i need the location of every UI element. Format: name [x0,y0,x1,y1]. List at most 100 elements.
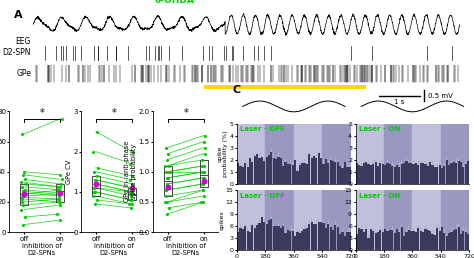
Bar [444,229,445,250]
Text: A: A [14,10,23,20]
Bar [348,232,351,250]
Bar [367,164,370,184]
Point [164,176,171,180]
Bar [280,158,282,184]
Point [165,206,173,210]
Bar [367,238,370,250]
Bar [200,160,208,187]
Bar [451,228,452,250]
Bar [327,224,329,250]
Point [164,185,172,189]
Bar [299,165,301,184]
Bar [335,221,336,250]
Bar [394,164,395,184]
Point [91,182,99,186]
Bar [361,163,362,184]
Point [56,200,64,204]
Bar [437,164,438,184]
Bar [327,163,329,184]
Bar [239,228,242,250]
Point [200,140,208,144]
Bar [258,223,261,250]
Bar [448,233,450,250]
Bar [322,190,351,250]
Bar [303,229,306,250]
Bar [387,159,388,184]
Bar [360,166,363,184]
Bar [244,226,246,250]
Bar [284,232,287,250]
Bar [401,224,402,250]
Bar [431,233,434,250]
Bar [348,167,351,184]
Point [164,212,171,216]
Bar [265,157,268,184]
Bar [290,160,291,184]
Bar [386,163,389,184]
Bar [309,221,310,250]
Bar [401,227,403,250]
Point [198,158,206,162]
Point [161,200,169,204]
Bar [296,171,299,184]
Point [162,146,170,150]
Bar [451,160,452,184]
Bar [246,231,249,250]
Bar [438,165,441,184]
Bar [265,190,294,250]
Bar [320,158,322,184]
Bar [315,158,318,184]
Point [18,185,26,189]
Bar [363,163,365,184]
Text: D2-SPN: D2-SPN [2,49,31,57]
Bar [422,163,424,184]
Point [128,186,136,190]
Point [58,117,65,121]
Bar [316,155,317,184]
Bar [56,184,64,202]
Point [21,177,28,181]
Point [56,173,64,177]
Point [93,130,100,134]
Point [200,200,207,204]
Point [19,194,27,198]
Bar [164,166,172,196]
Bar [20,184,28,205]
Point [56,191,64,195]
Bar [463,228,464,250]
Bar [412,190,441,250]
Bar [467,161,469,184]
Bar [403,163,405,184]
Bar [460,163,462,184]
Bar [263,162,265,184]
Bar [332,230,334,250]
Bar [431,165,434,184]
Bar [282,226,284,250]
Bar [434,167,436,184]
Point [56,191,64,195]
Bar [455,163,457,184]
Bar [259,220,260,250]
Bar [368,161,369,184]
Bar [237,190,265,250]
Bar [278,153,279,184]
Bar [344,236,346,250]
Bar [313,156,315,184]
Text: EEG: EEG [16,37,31,46]
Point [199,182,207,186]
Bar [356,234,358,250]
Y-axis label: GPe CV: GPe CV [66,160,72,184]
Point [90,194,97,198]
Point [128,186,136,190]
Bar [418,225,419,250]
Bar [320,222,322,250]
Point [57,192,64,197]
Y-axis label: spikes: spikes [219,211,224,230]
Bar [406,157,407,184]
Bar [457,227,460,250]
Y-axis label: spike
probability (%): spike probability (%) [218,131,228,177]
Bar [408,230,410,250]
Bar [384,165,386,184]
Point [163,182,171,186]
Bar [306,164,308,184]
